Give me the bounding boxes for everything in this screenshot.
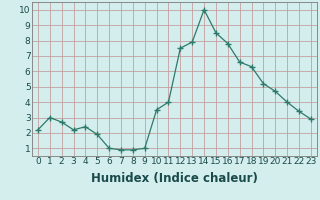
X-axis label: Humidex (Indice chaleur): Humidex (Indice chaleur) <box>91 172 258 185</box>
